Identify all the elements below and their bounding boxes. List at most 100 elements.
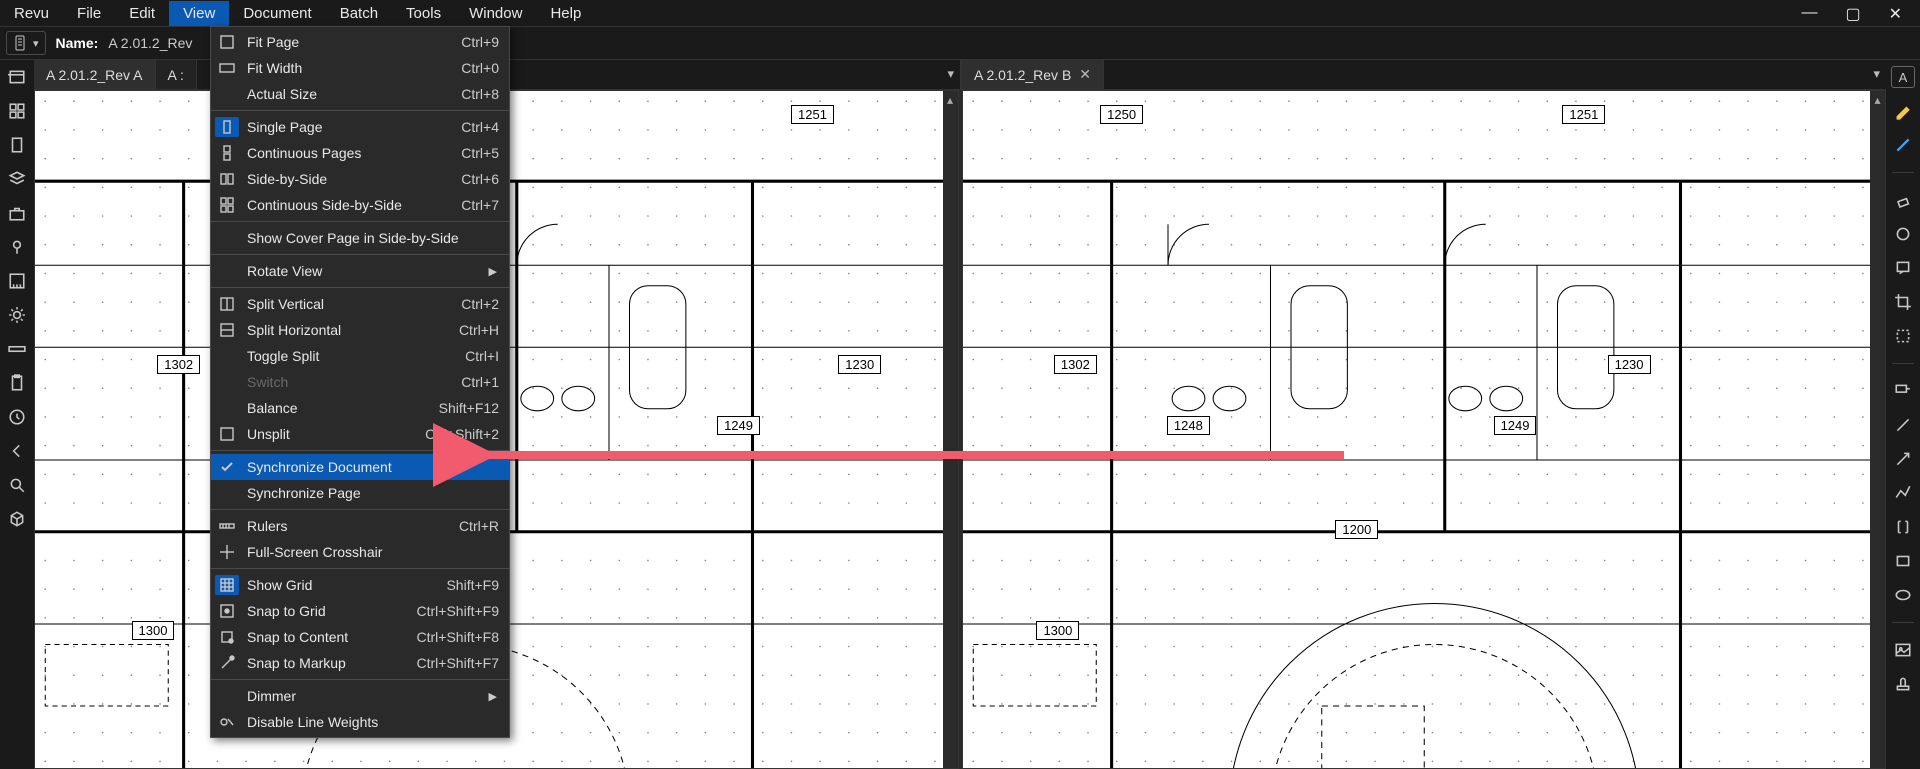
splith-icon [215, 320, 239, 340]
room-label: 1230 [838, 355, 881, 374]
menu-item-continuous-side-by-side[interactable]: Continuous Side-by-SideCtrl+7 [211, 192, 509, 218]
menu-item-rulers[interactable]: RulersCtrl+R [211, 513, 509, 539]
gear-icon[interactable] [6, 304, 28, 326]
close-button[interactable]: ✕ [1889, 4, 1902, 24]
stamp-icon[interactable] [1892, 673, 1914, 695]
grid-icon [215, 575, 239, 595]
page-icon[interactable] [6, 134, 28, 156]
textbox-icon[interactable]: A [1891, 66, 1915, 88]
note-icon[interactable] [1892, 257, 1914, 279]
menu-item-shortcut: Ctrl+H [449, 322, 499, 338]
scrollbar[interactable]: ▴ [943, 91, 958, 768]
menu-item-shortcut: Ctrl+9 [451, 34, 499, 50]
back-icon[interactable] [6, 440, 28, 462]
menu-item-side-by-side[interactable]: Side-by-SideCtrl+6 [211, 166, 509, 192]
menu-document[interactable]: Document [229, 1, 325, 26]
tab-close-icon[interactable]: ✕ [1079, 66, 1091, 83]
menu-tools[interactable]: Tools [392, 1, 455, 26]
polyline-icon[interactable] [1892, 482, 1914, 504]
file-dropdown-button[interactable]: ▾ [6, 31, 46, 55]
bracket-icon[interactable] [1892, 516, 1914, 538]
menu-item-show-grid[interactable]: Show GridShift+F9 [211, 572, 509, 598]
menu-item-label: Continuous Side-by-Side [239, 197, 451, 213]
room-label: 1250 [1100, 105, 1143, 124]
select-icon[interactable] [1892, 325, 1914, 347]
menu-item-split-vertical[interactable]: Split VerticalCtrl+2 [211, 291, 509, 317]
document-tab[interactable]: A : [156, 60, 197, 89]
grid-icon[interactable] [6, 100, 28, 122]
menu-item-toggle-split[interactable]: Toggle SplitCtrl+I [211, 343, 509, 369]
menu-item-shortcut: Ctrl+Shift+F9 [407, 603, 499, 619]
menu-item-fit-page[interactable]: Fit PageCtrl+9 [211, 29, 509, 55]
menu-item-snap-to-markup[interactable]: Snap to MarkupCtrl+Shift+F7 [211, 650, 509, 676]
menu-item-snap-to-content[interactable]: Snap to ContentCtrl+Shift+F8 [211, 624, 509, 650]
menu-item-snap-to-grid[interactable]: Snap to GridCtrl+Shift+F9 [211, 598, 509, 624]
highlighter-icon[interactable] [1892, 100, 1914, 122]
room-label: 1300 [1036, 621, 1079, 640]
fit-page-icon [215, 32, 239, 52]
line-icon[interactable] [1892, 414, 1914, 436]
menu-item-synchronize-document[interactable]: Synchronize Document [211, 454, 509, 480]
menu-item-label: Full-Screen Crosshair [239, 544, 499, 560]
menu-window[interactable]: Window [455, 1, 536, 26]
menu-item-disable-line-weights[interactable]: Disable Line Weights [211, 709, 509, 735]
menu-item-rotate-view[interactable]: Rotate View▶ [211, 258, 509, 284]
menu-item-fit-width[interactable]: Fit WidthCtrl+0 [211, 55, 509, 81]
menu-item-label: Unsplit [239, 426, 415, 442]
menu-revu[interactable]: Revu [0, 1, 63, 26]
history-icon[interactable] [6, 406, 28, 428]
menu-edit[interactable]: Edit [115, 1, 169, 26]
layers-icon[interactable] [6, 168, 28, 190]
menu-file[interactable]: File [63, 1, 115, 26]
menu-item-full-screen-crosshair[interactable]: Full-Screen Crosshair [211, 539, 509, 565]
image-icon[interactable] [1892, 639, 1914, 661]
menu-view[interactable]: View [169, 1, 229, 26]
scroll-up-icon[interactable]: ▴ [1874, 93, 1880, 107]
cube-icon[interactable] [6, 508, 28, 530]
minimize-button[interactable]: — [1801, 4, 1817, 24]
eraser-icon[interactable] [1892, 189, 1914, 211]
rect-icon[interactable] [1892, 550, 1914, 572]
panel-icon[interactable] [6, 66, 28, 88]
continuous-icon [215, 143, 239, 163]
menu-item-label: Snap to Grid [239, 603, 407, 619]
chevron-down-icon[interactable]: ▾ [1873, 66, 1880, 82]
menu-item-single-page[interactable]: Single PageCtrl+4 [211, 114, 509, 140]
menu-item-switch: SwitchCtrl+1 [211, 369, 509, 395]
circle-icon[interactable] [1892, 223, 1914, 245]
document-tab[interactable]: A 2.01.2_Rev B✕ [962, 60, 1104, 89]
menu-item-actual-size[interactable]: Actual SizeCtrl+8 [211, 81, 509, 107]
toolbox-icon[interactable] [6, 202, 28, 224]
menu-help[interactable]: Help [536, 1, 595, 26]
callout-icon[interactable] [1892, 380, 1914, 402]
menu-item-unsplit[interactable]: UnsplitCtrl+Shift+2 [211, 421, 509, 447]
scroll-up-icon[interactable]: ▴ [947, 93, 953, 107]
ellipse-icon[interactable] [1892, 584, 1914, 606]
crop-icon[interactable] [1892, 291, 1914, 313]
search-icon[interactable] [6, 474, 28, 496]
menu-item-synchronize-page[interactable]: Synchronize Page [211, 480, 509, 506]
ruler-icon[interactable] [6, 338, 28, 360]
pen-icon[interactable] [1892, 134, 1914, 156]
chevron-down-icon[interactable]: ▾ [947, 66, 954, 82]
arrow-icon[interactable] [1892, 448, 1914, 470]
menu-item-split-horizontal[interactable]: Split HorizontalCtrl+H [211, 317, 509, 343]
document-viewer-right[interactable]: ▴ 12501251130212301248124912001300 [962, 90, 1887, 769]
menu-item-dimmer[interactable]: Dimmer▶ [211, 683, 509, 709]
menu-batch[interactable]: Batch [326, 1, 392, 26]
clipboard-icon[interactable] [6, 372, 28, 394]
menu-item-continuous-pages[interactable]: Continuous PagesCtrl+5 [211, 140, 509, 166]
pin-icon[interactable] [6, 236, 28, 258]
maximize-button[interactable]: ▢ [1845, 4, 1860, 24]
room-label: 1251 [1562, 105, 1605, 124]
scrollbar[interactable]: ▴ [1870, 91, 1885, 768]
floorplan-right [963, 91, 1886, 769]
measure-icon[interactable] [6, 270, 28, 292]
document-tab[interactable]: A 2.01.2_Rev A [34, 60, 156, 89]
menu-item-label: Split Horizontal [239, 322, 449, 338]
snapmarkup-icon [215, 653, 239, 673]
crosshair-icon [215, 542, 239, 562]
menu-item-shortcut: Ctrl+Shift+F7 [407, 655, 499, 671]
menu-item-show-cover-page-in-side-by-side[interactable]: Show Cover Page in Side-by-Side [211, 225, 509, 251]
menu-item-balance[interactable]: BalanceShift+F12 [211, 395, 509, 421]
